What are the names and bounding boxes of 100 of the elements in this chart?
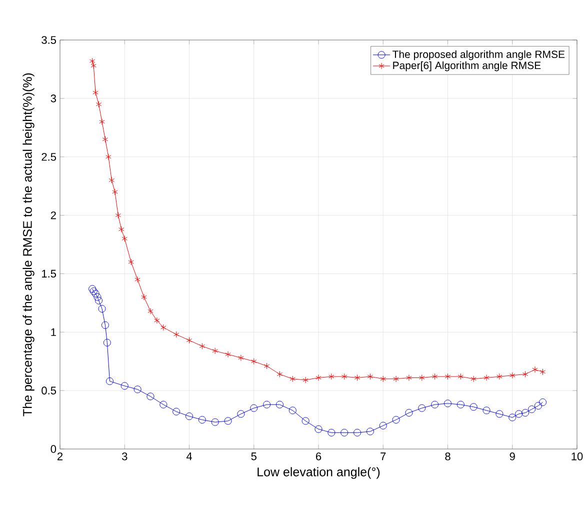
y-tick-label: 0 — [50, 445, 56, 453]
point — [470, 376, 476, 382]
point — [251, 358, 257, 365]
point — [92, 89, 98, 96]
point — [522, 370, 528, 378]
point — [92, 290, 100, 298]
point — [340, 428, 348, 436]
point — [108, 176, 115, 184]
point — [154, 317, 160, 324]
point — [458, 373, 464, 380]
x-axis-title: Low elevation angle(°) — [258, 467, 380, 479]
point — [90, 287, 98, 295]
point — [528, 406, 536, 414]
point — [302, 376, 308, 384]
point — [367, 373, 374, 380]
point — [146, 392, 154, 400]
point — [379, 422, 387, 430]
point — [532, 366, 538, 373]
y-tick-label: 1 — [51, 328, 56, 336]
y-axis-title: The percentage of the angle RMSE to the actual height(%)(%) — [22, 73, 34, 416]
point — [148, 308, 154, 314]
point — [456, 400, 464, 408]
x-tick-label: 3 — [122, 452, 128, 460]
point — [122, 235, 128, 242]
legend-label: Paper[6] Algorithm angle RMSE — [393, 61, 541, 72]
x-tick-label: 6 — [316, 452, 322, 460]
point — [290, 376, 296, 382]
y-tick-label: 1.5 — [42, 270, 56, 278]
point — [103, 338, 111, 346]
point — [540, 368, 546, 376]
point — [380, 376, 386, 382]
point — [106, 377, 114, 385]
point — [482, 406, 490, 414]
point — [431, 400, 439, 408]
point — [250, 404, 258, 412]
point — [101, 321, 109, 329]
point — [314, 425, 322, 433]
point — [115, 212, 122, 219]
point — [302, 417, 310, 425]
point — [160, 324, 166, 331]
point — [393, 376, 399, 382]
point — [539, 398, 546, 406]
point — [237, 410, 245, 418]
point — [211, 418, 219, 426]
point — [484, 374, 490, 381]
point — [406, 374, 412, 381]
point — [134, 386, 142, 394]
y-tick-label: 2.5 — [42, 152, 56, 161]
point — [96, 101, 102, 108]
legend-label: The proposed algorithm angle RMSE — [392, 50, 565, 60]
point — [510, 372, 516, 379]
x-tick-label: 10 — [572, 452, 583, 460]
point — [128, 258, 134, 266]
point — [88, 285, 96, 293]
point — [120, 382, 128, 390]
x-tick-label: 7 — [380, 452, 386, 460]
point — [470, 403, 478, 411]
x-tick-label: 9 — [510, 452, 515, 460]
point — [186, 412, 193, 420]
point — [199, 342, 206, 350]
point — [276, 370, 283, 378]
point — [496, 410, 504, 418]
point — [112, 188, 118, 196]
point — [172, 408, 180, 416]
point — [354, 374, 360, 381]
x-tick-label: 5 — [251, 452, 256, 460]
point — [118, 226, 124, 233]
point — [99, 118, 105, 126]
point — [141, 294, 147, 300]
y-tick-label: 3.5 — [42, 36, 56, 44]
point — [224, 417, 232, 425]
y-tick-label: 3 — [50, 94, 56, 102]
point — [173, 331, 180, 338]
point — [534, 402, 542, 410]
point — [225, 351, 231, 358]
point — [316, 374, 322, 381]
point — [134, 276, 140, 283]
point — [95, 296, 103, 304]
point — [264, 362, 270, 370]
point — [405, 409, 413, 417]
point — [212, 348, 218, 354]
point — [508, 414, 516, 422]
point — [418, 404, 426, 412]
point — [522, 409, 530, 417]
point — [98, 305, 106, 313]
point — [328, 373, 334, 380]
point — [444, 373, 451, 380]
point — [354, 428, 362, 436]
point — [94, 293, 102, 301]
point — [263, 400, 271, 408]
point — [288, 406, 296, 414]
point — [432, 373, 438, 380]
y-tick-label: 2 — [50, 211, 56, 220]
point — [515, 410, 523, 418]
x-tick-label: 8 — [445, 452, 450, 460]
point — [198, 416, 206, 424]
point — [496, 373, 502, 380]
point — [392, 416, 400, 424]
x-tick-label: 2 — [57, 452, 63, 460]
point — [186, 337, 192, 344]
